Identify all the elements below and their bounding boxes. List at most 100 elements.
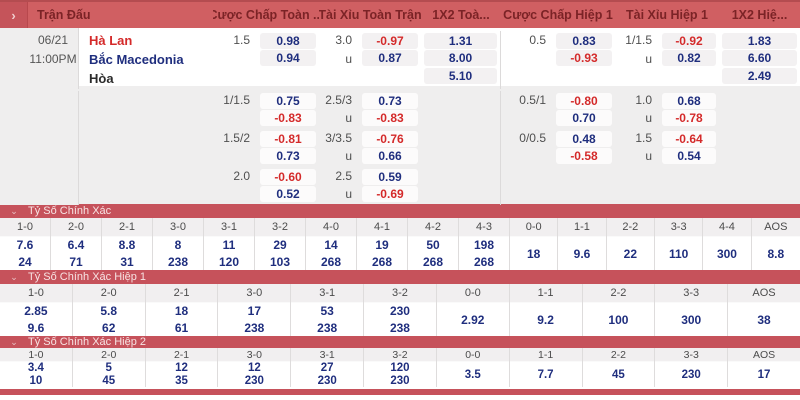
score-odd[interactable]: 53 (320, 304, 334, 319)
score-odd[interactable]: 230 (681, 368, 701, 381)
score-odd[interactable]: 71 (69, 254, 83, 269)
score-odd[interactable]: 8 (174, 238, 182, 253)
score-odd[interactable]: 27 (320, 362, 334, 375)
ft-handicap-away-odd[interactable]: 0.73 (260, 148, 316, 164)
score-odd[interactable]: 8.8 (767, 246, 785, 261)
ft-under-odd[interactable]: 0.66 (362, 148, 418, 164)
score-odd[interactable]: 6.4 (67, 238, 85, 253)
h1-handicap-away-odd[interactable]: 0.70 (556, 110, 612, 126)
score-odd[interactable]: 12 (247, 362, 261, 375)
score-odd[interactable]: 18 (174, 304, 189, 319)
ft-under-odd[interactable]: -0.69 (362, 186, 418, 202)
score-odd[interactable]: 17 (757, 368, 771, 381)
ft-1x2-draw-odd[interactable]: 5.10 (424, 67, 497, 84)
score-odd[interactable]: 100 (608, 312, 629, 327)
ft-handicap-away-odd[interactable]: -0.83 (260, 110, 316, 126)
ft-under-odd[interactable]: 0.87 (362, 50, 418, 66)
score-odd[interactable]: 268 (320, 254, 342, 269)
score-odd[interactable]: 238 (317, 320, 338, 335)
ft-handicap-home-odd[interactable]: -0.81 (260, 130, 316, 147)
score-odd[interactable]: 10 (29, 374, 43, 387)
score-odd[interactable]: 5.8 (100, 304, 118, 319)
h1-1x2-away-odd[interactable]: 6.60 (722, 50, 797, 66)
score-odd[interactable]: 120 (390, 362, 410, 375)
ft-over-odd[interactable]: 0.73 (362, 92, 418, 109)
ft-handicap-home-odd[interactable]: -0.60 (260, 168, 316, 185)
h1-over-odd[interactable]: 0.68 (662, 92, 716, 109)
ft-over-odd[interactable]: -0.76 (362, 130, 418, 147)
h1-1x2-draw-odd[interactable]: 2.49 (722, 67, 797, 84)
score-odd[interactable]: 50 (426, 238, 440, 253)
score-section-header[interactable]: ⌄ Tỷ Số Chính Xác (0, 204, 800, 218)
score-odd[interactable]: 2.92 (461, 312, 485, 327)
h1-under-odd[interactable]: -0.78 (662, 110, 716, 126)
score-odd[interactable]: 2.85 (24, 304, 48, 319)
score-odd[interactable]: 230 (244, 374, 264, 387)
score-odd[interactable]: 24 (18, 254, 32, 269)
score-odd[interactable]: 3.4 (27, 362, 44, 375)
next-section-bar[interactable] (0, 387, 800, 395)
h1-under-odd[interactable]: 0.54 (662, 148, 716, 164)
score-odd[interactable]: 29 (273, 238, 287, 253)
score-odd[interactable]: 103 (269, 254, 291, 269)
ft-under-odd[interactable]: -0.83 (362, 110, 418, 126)
ft-handicap-home-odd[interactable]: 0.75 (260, 92, 316, 109)
ft-handicap-away-odd[interactable]: 0.94 (260, 50, 316, 66)
ft-over-odd[interactable]: 0.59 (362, 168, 418, 185)
h1-1x2-home-odd[interactable]: 1.83 (722, 32, 797, 49)
score-odd[interactable]: 14 (324, 238, 338, 253)
expand-chevron-button[interactable]: › (0, 2, 28, 28)
score-section-header[interactable]: ⌄ Tỷ Số Chính Xác Hiệp 2 (0, 336, 800, 348)
score-odd[interactable]: 268 (473, 254, 495, 269)
score-odd[interactable]: 18 (526, 246, 541, 261)
score-odd[interactable]: 230 (390, 374, 410, 387)
score-label: 2-1 (102, 218, 152, 237)
score-odd[interactable]: 3.5 (464, 368, 481, 381)
score-odd[interactable]: 120 (218, 254, 240, 269)
score-odd[interactable]: 19 (375, 238, 389, 253)
score-odd[interactable]: 300 (716, 246, 737, 261)
score-odd[interactable]: 238 (244, 320, 265, 335)
score-odd[interactable]: 17 (247, 304, 262, 319)
score-section-header[interactable]: ⌄ Tỷ Số Chính Xác Hiệp 1 (0, 270, 800, 284)
score-odd[interactable]: 9.6 (573, 246, 591, 261)
ft-handicap-home-odd[interactable]: 0.98 (260, 32, 316, 49)
score-odd[interactable]: 31 (120, 254, 134, 269)
score-odd[interactable]: 110 (668, 246, 689, 261)
h1-handicap-home-odd[interactable]: 0.48 (556, 130, 612, 147)
score-odd[interactable]: 230 (389, 304, 410, 319)
score-odd[interactable]: 7.7 (537, 368, 554, 381)
h1-under-odd[interactable]: 0.82 (662, 50, 716, 66)
score-odd[interactable]: 11 (222, 238, 236, 253)
score-odd[interactable]: 268 (422, 254, 444, 269)
h1-handicap-away-odd[interactable]: -0.93 (556, 50, 612, 66)
score-odd[interactable]: 238 (167, 254, 189, 269)
score-odd[interactable]: 7.6 (16, 238, 34, 253)
score-odd[interactable]: 198 (473, 238, 495, 253)
score-odd[interactable]: 12 (175, 362, 188, 375)
h1-handicap-home-odd[interactable]: 0.83 (556, 32, 612, 49)
ft-1x2-away-odd[interactable]: 8.00 (424, 50, 497, 66)
h1-over-odd[interactable]: -0.64 (662, 130, 716, 147)
score-odd[interactable]: 5 (105, 362, 112, 375)
h1-over-odd[interactable]: -0.92 (662, 32, 716, 49)
score-odd[interactable]: 230 (317, 374, 337, 387)
score-odd[interactable]: 268 (371, 254, 393, 269)
score-odd[interactable]: 9.6 (27, 320, 45, 335)
score-odd[interactable]: 238 (389, 320, 410, 335)
score-odd[interactable]: 62 (102, 320, 116, 335)
h1-handicap-home-odd[interactable]: -0.80 (556, 92, 612, 109)
score-odd[interactable]: 38 (757, 312, 771, 327)
h1-handicap-away-odd[interactable]: -0.58 (556, 148, 612, 164)
score-odd[interactable]: 61 (174, 320, 189, 335)
score-odd[interactable]: 22 (623, 246, 637, 261)
ft-over-odd[interactable]: -0.97 (362, 32, 418, 49)
score-odd[interactable]: 300 (681, 312, 702, 327)
score-odd[interactable]: 45 (612, 368, 625, 381)
ft-handicap-away-odd[interactable]: 0.52 (260, 186, 316, 202)
score-odd[interactable]: 45 (102, 374, 116, 387)
score-odd[interactable]: 8.8 (118, 238, 136, 253)
score-odd[interactable]: 35 (175, 374, 188, 387)
score-odd[interactable]: 9.2 (537, 312, 554, 327)
ft-1x2-home-odd[interactable]: 1.31 (424, 32, 497, 49)
